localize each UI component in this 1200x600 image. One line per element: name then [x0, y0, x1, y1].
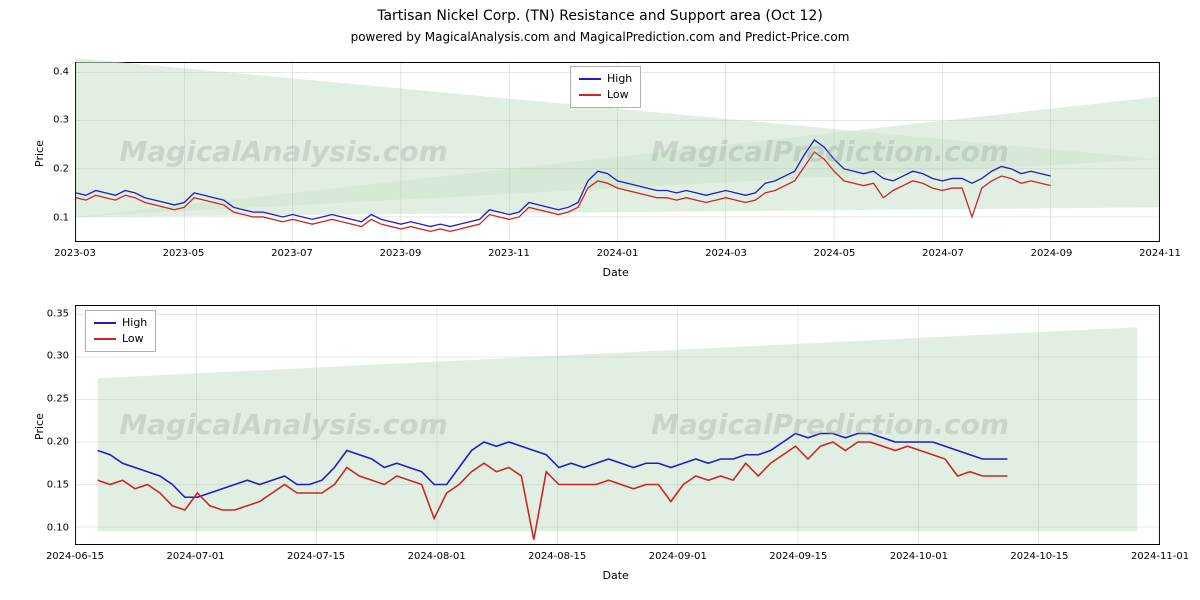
x-tick-label: 2024-09-01: [649, 551, 707, 562]
chart-bottom-svg: [76, 306, 1159, 544]
x-tick-label: 2024-03: [705, 248, 747, 259]
legend-item: High: [579, 71, 632, 87]
y-tick-label: 0.10: [37, 522, 69, 533]
legend-top: HighLow: [570, 66, 641, 108]
x-tick-label: 2024-09: [1031, 248, 1073, 259]
y-tick-label: 0.1: [37, 212, 69, 223]
x-tick-label: 2024-05: [814, 248, 856, 259]
legend-item: Low: [94, 331, 147, 347]
y-tick-label: 0.2: [37, 164, 69, 175]
x-tick-label: 2024-01: [597, 248, 639, 259]
legend-item: Low: [579, 87, 632, 103]
chart-top-xlabel: Date: [603, 266, 629, 279]
x-tick-label: 2024-07-15: [287, 551, 345, 562]
legend-swatch: [579, 94, 601, 96]
x-tick-label: 2023-09: [380, 248, 422, 259]
y-tick-label: 0.4: [37, 66, 69, 77]
chart-bottom: MagicalAnalysis.com MagicalPrediction.co…: [75, 305, 1160, 545]
y-tick-label: 0.15: [37, 480, 69, 491]
chart-bottom-xlabel: Date: [603, 569, 629, 582]
x-tick-label: 2024-09-15: [769, 551, 827, 562]
support-zone: [98, 327, 1138, 531]
y-tick-label: 0.3: [37, 115, 69, 126]
legend-label: High: [122, 315, 147, 331]
sub-title: powered by MagicalAnalysis.com and Magic…: [0, 30, 1200, 44]
y-tick-label: 0.30: [37, 351, 69, 362]
x-tick-label: 2024-10-01: [890, 551, 948, 562]
legend-bottom: HighLow: [85, 310, 156, 352]
x-tick-label: 2024-07: [922, 248, 964, 259]
legend-item: High: [94, 315, 147, 331]
x-tick-label: 2024-08-15: [528, 551, 586, 562]
x-tick-label: 2023-07: [271, 248, 313, 259]
x-tick-label: 2023-11: [488, 248, 530, 259]
y-tick-label: 0.20: [37, 437, 69, 448]
main-title: Tartisan Nickel Corp. (TN) Resistance an…: [0, 8, 1200, 24]
y-tick-label: 0.25: [37, 394, 69, 405]
legend-label: Low: [607, 87, 629, 103]
x-tick-label: 2024-06-15: [46, 551, 104, 562]
y-tick-label: 0.35: [37, 308, 69, 319]
legend-label: Low: [122, 331, 144, 347]
x-tick-label: 2024-11: [1139, 248, 1181, 259]
x-tick-label: 2023-03: [54, 248, 96, 259]
figure: Tartisan Nickel Corp. (TN) Resistance an…: [0, 0, 1200, 600]
x-tick-label: 2024-10-15: [1010, 551, 1068, 562]
x-tick-label: 2023-05: [163, 248, 205, 259]
legend-swatch: [579, 78, 601, 80]
legend-label: High: [607, 71, 632, 87]
x-tick-label: 2024-11-01: [1131, 551, 1189, 562]
x-tick-label: 2024-08-01: [408, 551, 466, 562]
x-tick-label: 2024-07-01: [166, 551, 224, 562]
legend-swatch: [94, 338, 116, 340]
legend-swatch: [94, 322, 116, 324]
